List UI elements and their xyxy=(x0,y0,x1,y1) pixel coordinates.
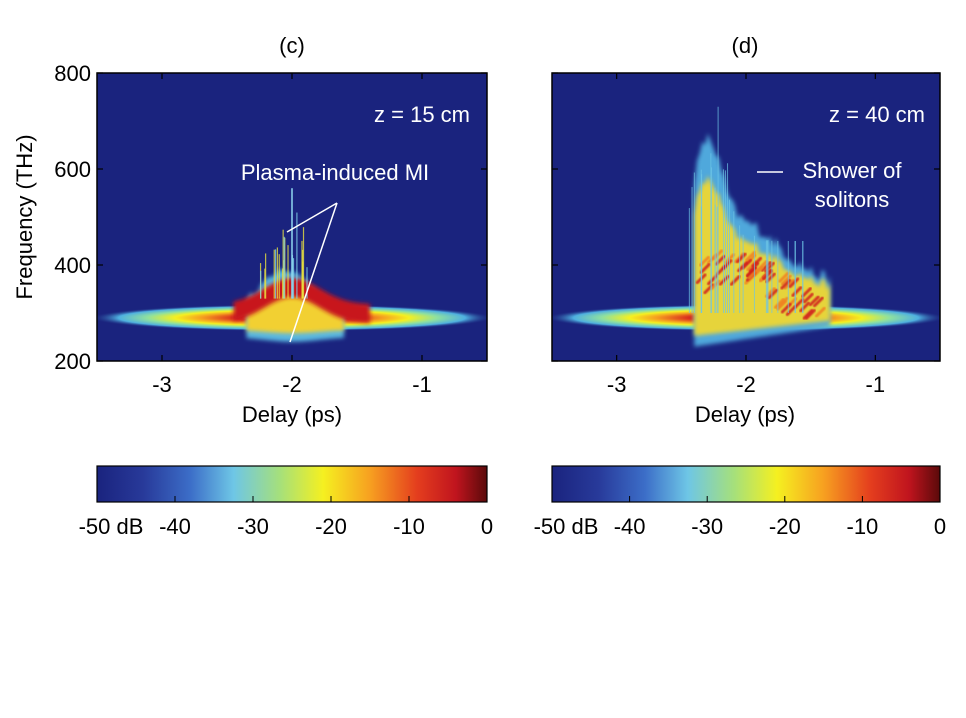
colorbar-tick-label: 0 xyxy=(481,514,493,539)
panel-c-heatmap-marks xyxy=(97,188,487,342)
panel-d-colorbar-ticks: -50 dB -40 -30 -20 -10 0 xyxy=(534,496,946,539)
y-tick-label: 200 xyxy=(54,349,91,374)
soliton-streak xyxy=(718,274,730,286)
y-tick-label: 800 xyxy=(54,61,91,86)
panel-c-annotation-pointer-2 xyxy=(289,202,338,343)
soliton-streak xyxy=(780,302,792,314)
soliton-streak xyxy=(808,295,820,307)
soliton-streak xyxy=(767,288,779,300)
panel-c-xlabel: Delay (ps) xyxy=(242,402,342,427)
soliton-streak xyxy=(778,271,790,283)
soliton-streak xyxy=(813,296,824,308)
soliton-streak xyxy=(814,306,826,318)
x-tick-label: -2 xyxy=(736,372,756,397)
y-tick-label: 600 xyxy=(54,157,91,182)
soliton-streak xyxy=(791,286,803,297)
soliton-streak xyxy=(776,299,788,311)
panel-c-ylabel: Frequency (THz) xyxy=(12,134,37,299)
y-tick-label: 400 xyxy=(54,253,91,278)
panel-c-annotation-mi: Plasma-induced MI xyxy=(241,160,429,185)
soliton-streak xyxy=(799,301,810,313)
x-tick-label: -3 xyxy=(152,372,172,397)
soliton-streak xyxy=(802,308,814,320)
x-tick-label: -3 xyxy=(607,372,627,397)
soliton-region-yellow xyxy=(694,175,831,336)
soliton-streak xyxy=(780,274,792,286)
panel-c-colorbar-ticks: -50 dB -40 -30 -20 -10 0 xyxy=(79,496,493,539)
panel-c-axes: -3 -2 -1 200 400 600 800 xyxy=(54,61,487,397)
soliton-streak xyxy=(741,258,753,270)
panel-d: (d) -3 -2 -1 Delay (ps) z = 40 cm Shower o… xyxy=(534,33,947,539)
panel-c-colorbar xyxy=(96,465,488,503)
soliton-streak xyxy=(745,251,756,262)
colorbar-tick-label: -50 dB xyxy=(79,514,144,539)
colorbar-tick-label: 0 xyxy=(934,514,946,539)
colorbar-tick-label: -30 xyxy=(691,514,723,539)
colorbar-tick-label: -40 xyxy=(159,514,191,539)
panel-d-label: (d) xyxy=(732,33,759,58)
colorbar-tick-label: -30 xyxy=(237,514,269,539)
soliton-streak xyxy=(801,287,812,298)
panel-d-annotation-shower: Shower of xyxy=(802,158,902,183)
colorbar-tick-label: -20 xyxy=(769,514,801,539)
mi-core-band xyxy=(233,278,370,324)
x-tick-label: -2 xyxy=(282,372,302,397)
colorbar-tick-label: -10 xyxy=(847,514,879,539)
panel-c-label: (c) xyxy=(279,33,305,58)
soliton-streak xyxy=(788,277,800,289)
colorbar-tick-label: -40 xyxy=(614,514,646,539)
panel-c: (c) -3 -2 -1 200 400 600 800 Delay (ps) Freque… xyxy=(12,33,493,539)
soliton-streak xyxy=(793,297,805,309)
soliton-streak xyxy=(785,305,797,316)
panel-c-annotation-z: z = 15 cm xyxy=(374,102,470,127)
soliton-streak xyxy=(699,263,711,274)
soliton-streak xyxy=(783,278,795,290)
soliton-streak xyxy=(747,268,759,280)
panel-c-annotation-pointer-1 xyxy=(286,202,338,233)
colorbar-tick-label: -50 dB xyxy=(534,514,599,539)
panel-d-colorbar xyxy=(551,465,941,503)
panel-d-xlabel: Delay (ps) xyxy=(695,402,795,427)
panel-d-annotation-z: z = 40 cm xyxy=(829,102,925,127)
soliton-streak xyxy=(805,308,816,320)
x-tick-label: -1 xyxy=(866,372,886,397)
colorbar-tick-label: -10 xyxy=(393,514,425,539)
x-tick-label: -1 xyxy=(412,372,432,397)
soliton-streak xyxy=(735,252,747,264)
soliton-streak xyxy=(729,275,741,286)
panel-d-axes: -3 -2 -1 xyxy=(552,72,940,397)
panel-d-annotation-solitons: solitons xyxy=(815,187,890,212)
soliton-streak xyxy=(802,292,814,304)
colorbar-tick-label: -20 xyxy=(315,514,347,539)
soliton-streak xyxy=(773,298,785,309)
panel-d-heatmap-marks xyxy=(552,73,940,347)
